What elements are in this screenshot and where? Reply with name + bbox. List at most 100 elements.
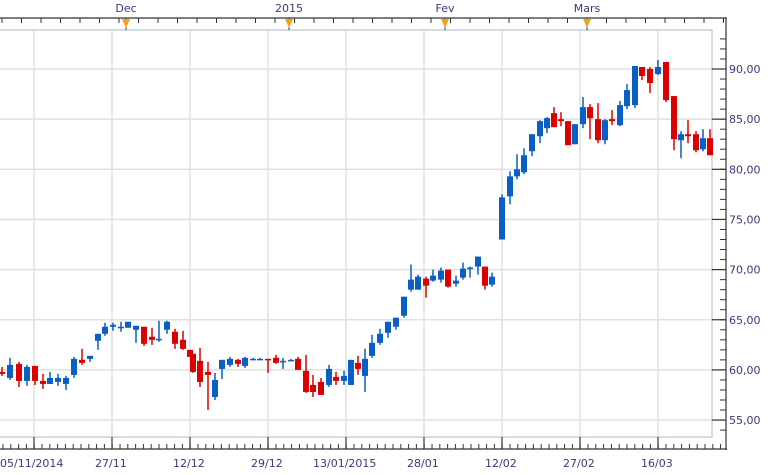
candle xyxy=(580,97,586,129)
candle xyxy=(24,364,30,386)
candle xyxy=(617,101,623,127)
x-axis-label: 28/01 xyxy=(407,457,439,470)
candle xyxy=(663,61,669,103)
top-axis-label: Mars xyxy=(574,2,601,15)
candle xyxy=(460,262,466,280)
candle xyxy=(118,321,124,332)
marker-triangle-icon xyxy=(285,19,293,28)
y-axis-label: 80,00 xyxy=(729,163,761,176)
x-axis-label: 16/03 xyxy=(641,457,673,470)
candle xyxy=(227,356,233,367)
candle xyxy=(197,347,203,387)
top-axis-label: Fev xyxy=(435,2,454,15)
candle xyxy=(156,320,162,342)
y-axis-label: 60,00 xyxy=(729,364,761,377)
candle xyxy=(489,272,495,287)
candle xyxy=(280,357,286,369)
candle xyxy=(565,121,571,146)
candle xyxy=(685,120,691,144)
candle xyxy=(242,356,248,368)
candle xyxy=(318,377,324,395)
y-axis-label: 70,00 xyxy=(729,264,761,277)
marker-triangle-icon xyxy=(441,19,449,28)
marker-triangle-icon xyxy=(122,19,130,28)
candle xyxy=(401,296,407,318)
candle xyxy=(47,371,53,384)
top-axis: Dec 2015 Fev Mars xyxy=(0,2,727,30)
candle xyxy=(87,355,93,362)
candle xyxy=(141,326,147,346)
candle xyxy=(514,154,520,180)
candle xyxy=(438,267,444,283)
bottom-axis: 05/11/2014 27/11 12/12 29/12 13/01/2015 28/01… xyxy=(0,437,727,470)
candle xyxy=(453,275,459,287)
candle xyxy=(445,269,451,288)
candle xyxy=(102,322,108,336)
plot-frame xyxy=(0,29,713,438)
candle xyxy=(273,354,279,364)
candle xyxy=(95,333,101,350)
candle xyxy=(467,266,473,278)
candle xyxy=(235,358,241,367)
candle xyxy=(265,358,271,373)
top-axis-label: 2015 xyxy=(275,2,303,15)
candle xyxy=(348,359,354,385)
candle xyxy=(639,66,645,81)
y-axis-label: 65,00 xyxy=(729,314,761,327)
candle xyxy=(408,264,414,292)
candle xyxy=(79,348,85,365)
candle xyxy=(693,131,699,153)
candles xyxy=(0,59,713,411)
candle xyxy=(482,266,488,290)
candle xyxy=(149,327,155,345)
candle xyxy=(63,375,69,390)
candle xyxy=(529,134,535,157)
candle xyxy=(385,321,391,338)
candle xyxy=(609,110,615,126)
candle xyxy=(678,131,684,159)
candle xyxy=(180,330,186,350)
candle xyxy=(32,365,38,385)
candle xyxy=(310,374,316,397)
y-axis-label: 55,00 xyxy=(729,414,761,427)
candle xyxy=(595,103,601,144)
candle xyxy=(544,117,550,134)
candle xyxy=(558,112,564,127)
candle xyxy=(288,358,294,362)
candle xyxy=(355,355,361,375)
candle xyxy=(205,361,211,411)
candle xyxy=(423,276,429,298)
candle xyxy=(377,328,383,345)
candle xyxy=(110,322,116,331)
candle xyxy=(475,256,481,275)
candle xyxy=(71,356,77,378)
candle xyxy=(393,317,399,330)
x-axis-label: 12/12 xyxy=(173,457,205,470)
candle xyxy=(700,129,706,152)
candle xyxy=(587,104,593,140)
candle xyxy=(7,357,13,380)
y-axis-label: 75,00 xyxy=(729,213,761,226)
candle xyxy=(507,171,513,205)
candle xyxy=(125,321,131,328)
candle xyxy=(430,269,436,282)
x-axis-label: 12/02 xyxy=(485,457,517,470)
candle xyxy=(499,194,505,240)
x-axis-label: 27/11 xyxy=(95,457,127,470)
candle xyxy=(55,373,61,386)
candle xyxy=(632,65,638,109)
candle xyxy=(341,370,347,385)
candle xyxy=(602,119,608,145)
candle xyxy=(40,373,46,389)
candle xyxy=(333,371,339,385)
candle xyxy=(257,357,263,361)
candle xyxy=(707,129,713,156)
candle xyxy=(551,107,557,128)
candle xyxy=(326,364,332,387)
y-axis-label: 90,00 xyxy=(729,63,761,76)
x-axis-label: 29/12 xyxy=(251,457,283,470)
candle xyxy=(164,320,170,334)
candle xyxy=(0,366,5,376)
x-axis-label: 13/01/2015 xyxy=(313,457,376,470)
